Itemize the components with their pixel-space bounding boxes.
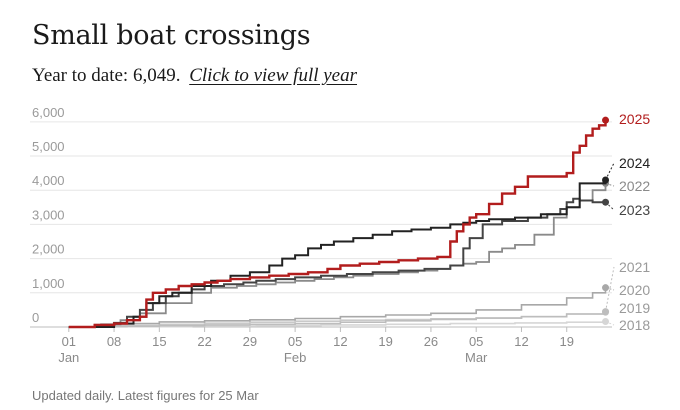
- x-tick-label: 01: [62, 334, 76, 349]
- x-tick-label: 22: [197, 334, 211, 349]
- x-tick-label: 12: [514, 334, 528, 349]
- series-line-2018: [68, 321, 607, 328]
- series-leader-2018: [605, 321, 615, 326]
- series-leader-2024: [605, 162, 615, 181]
- x-tick-label: 15: [152, 334, 166, 349]
- footer-note: Updated daily. Latest figures for 25 Mar: [32, 388, 259, 403]
- series-leader-2021: [605, 266, 615, 312]
- view-full-year-link[interactable]: Click to view full year: [189, 65, 358, 86]
- series-label-2019: 2019: [619, 300, 650, 316]
- y-tick-label: 4,000: [32, 173, 65, 188]
- series-line-2025: [68, 120, 607, 329]
- series-endpoint-2025: [602, 116, 610, 124]
- x-tick-label: 26: [424, 334, 438, 349]
- x-tick-label: 19: [559, 334, 573, 349]
- series-line-2021: [68, 311, 607, 328]
- series-line-2020: [68, 287, 607, 328]
- y-tick-label: 6,000: [32, 105, 65, 120]
- series-label-2022: 2022: [619, 178, 650, 194]
- x-tick-label: 05: [469, 334, 483, 349]
- series-label-2020: 2020: [619, 282, 650, 298]
- x-tick-label: 12: [333, 334, 347, 349]
- series-label-2023: 2023: [619, 202, 650, 218]
- series-label-2021: 2021: [619, 259, 650, 275]
- month-label: Jan: [58, 350, 79, 365]
- series-line-2022: [68, 183, 607, 328]
- page-title: Small boat crossings: [32, 20, 311, 51]
- series-line-2024: [68, 180, 607, 328]
- y-tick-label: 5,000: [32, 139, 65, 154]
- month-label: Mar: [465, 350, 488, 365]
- series-leader-2022: [605, 182, 615, 187]
- series-label-2025: 2025: [619, 111, 650, 127]
- series-leader-2023: [605, 201, 615, 211]
- subtitle: Year to date: 6,049. Click to view full …: [32, 65, 357, 87]
- x-tick-label: 29: [243, 334, 257, 349]
- x-tick-label: 08: [107, 334, 121, 349]
- year-to-date-text: Year to date: 6,049.: [32, 65, 181, 86]
- series-label-2018: 2018: [619, 317, 650, 333]
- x-tick-label: 19: [378, 334, 392, 349]
- month-label: Feb: [284, 350, 306, 365]
- y-tick-label: 3,000: [32, 207, 65, 222]
- y-tick-label: 0: [32, 310, 39, 325]
- series-label-2024: 2024: [619, 155, 650, 171]
- y-tick-label: 2,000: [32, 242, 65, 257]
- y-tick-label: 1,000: [32, 276, 65, 291]
- x-tick-label: 05: [288, 334, 302, 349]
- series-leader-2020: [605, 287, 615, 291]
